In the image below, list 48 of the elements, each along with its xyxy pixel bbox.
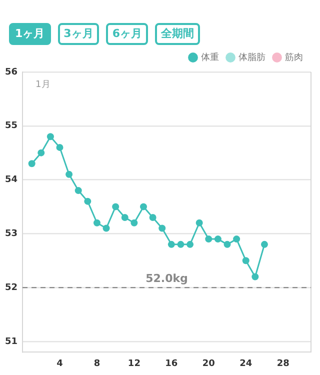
annotation: 1月: [36, 80, 50, 90]
point: [186, 240, 194, 248]
text: 1ヶ月: [9, 23, 51, 45]
y-tick-label: 52: [4, 282, 18, 293]
point: [56, 144, 64, 151]
point: [28, 160, 36, 168]
point: [242, 257, 250, 264]
point: [205, 236, 212, 243]
point: [102, 224, 110, 232]
x-tick-label: 24: [240, 358, 252, 369]
point: [112, 203, 120, 210]
point: [252, 273, 259, 280]
x-tick-label: 20: [202, 358, 215, 369]
ref-line-label: 52.0kg: [146, 272, 188, 285]
y-tick-label: 55: [4, 121, 18, 132]
point: [66, 170, 73, 178]
point: [38, 149, 45, 156]
legend-label: 体脂肪: [238, 52, 266, 63]
point: [260, 240, 268, 248]
x-tick-label: 12: [128, 358, 140, 369]
point: [140, 203, 147, 210]
x-tick-label: 8: [94, 358, 100, 369]
text: 3ヶ月: [58, 23, 100, 45]
point: [74, 187, 82, 194]
y-tick-label: 54: [4, 175, 18, 186]
point: [130, 219, 138, 226]
text: 6ヶ月: [106, 23, 148, 45]
x-tick-label: 16: [165, 358, 178, 369]
y-tick-label: 51: [4, 336, 18, 347]
point: [84, 198, 92, 205]
x-tick-label: 4: [56, 358, 63, 369]
x-tick-label: 28: [276, 358, 290, 369]
point: [196, 219, 203, 226]
y-tick-label: 56: [4, 67, 18, 78]
point: [149, 214, 156, 221]
point: [158, 224, 166, 232]
legend-label: 体重: [201, 52, 219, 63]
point: [93, 219, 100, 226]
y-tick-label: 53: [4, 229, 18, 239]
point: [168, 240, 175, 248]
point: [121, 214, 128, 221]
point: [177, 240, 184, 248]
point: [224, 240, 231, 248]
point: [214, 236, 222, 243]
point: [46, 133, 54, 140]
text: 全期間: [154, 23, 200, 45]
point: [233, 236, 240, 243]
legend-label: 筋肉: [285, 52, 303, 63]
